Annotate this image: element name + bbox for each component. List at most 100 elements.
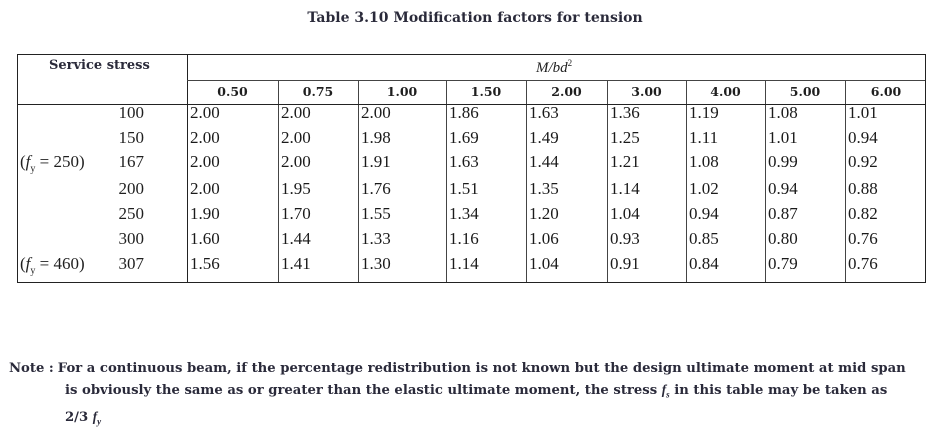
table-cell: 1.02 <box>689 179 719 198</box>
table-cell: 1.08 <box>768 103 798 122</box>
table-cell: 0.88 <box>848 179 878 198</box>
column-divider <box>765 80 766 282</box>
table-cell: 1.69 <box>449 128 479 147</box>
service-stress-value: 150 <box>118 128 145 147</box>
yield-strength-label: (fy = 250) <box>20 152 85 175</box>
table-cell: 1.25 <box>610 128 640 147</box>
table-cell: 1.70 <box>281 204 311 223</box>
table-cell: 0.76 <box>848 254 878 273</box>
table-cell: 1.01 <box>768 128 798 147</box>
modification-factors-table: Service stress M/bd2 0.50 0.75 1.00 1.50 2.0… <box>17 54 926 283</box>
note-label: Note : <box>9 361 54 376</box>
table-cell: 1.04 <box>610 204 640 223</box>
table-cell: 2.00 <box>361 103 391 122</box>
table-cell: 1.35 <box>529 179 559 198</box>
table-cell: 1.56 <box>190 254 220 273</box>
table-cell: 1.01 <box>848 103 878 122</box>
table-cell: 1.11 <box>689 128 719 147</box>
table-cell: 1.36 <box>610 103 640 122</box>
table-cell: 1.44 <box>281 229 311 248</box>
service-stress-header: Service stress <box>49 58 150 73</box>
table-cell: 0.85 <box>689 229 719 248</box>
table-cell: 0.87 <box>768 204 798 223</box>
table-cell: 1.76 <box>361 179 391 198</box>
table-cell: 1.44 <box>529 152 559 171</box>
column-divider <box>278 80 279 282</box>
note-line-3: 2/3 fy <box>65 408 102 427</box>
column-divider <box>845 80 846 282</box>
table-caption: Table 3.10 Modification factors for tens… <box>307 10 643 26</box>
service-stress-value: 100 <box>118 103 145 122</box>
table-cell: 1.91 <box>361 152 391 171</box>
column-header: 1.50 <box>470 84 502 99</box>
table-cell: 1.95 <box>281 179 311 198</box>
note-line-1: For a continuous beam, if the percentage… <box>57 361 906 376</box>
table-cell: 1.90 <box>190 204 220 223</box>
table-cell: 2.00 <box>281 103 311 122</box>
table-cell: 1.63 <box>449 152 479 171</box>
table-cell: 0.79 <box>768 254 798 273</box>
table-cell: 1.41 <box>281 254 311 273</box>
table-cell: 1.60 <box>190 229 220 248</box>
table-note: Note : For a continuous beam, if the perc… <box>9 358 939 432</box>
table-cell: 1.14 <box>449 254 479 273</box>
table-cell: 0.84 <box>689 254 719 273</box>
table-cell: 0.94 <box>848 128 878 147</box>
table-cell: 2.00 <box>281 152 311 171</box>
table-cell: 0.80 <box>768 229 798 248</box>
column-divider <box>686 80 687 282</box>
column-header: 5.00 <box>789 84 821 99</box>
table-cell: 1.30 <box>361 254 391 273</box>
table-cell: 1.08 <box>689 152 719 171</box>
column-header: 2.00 <box>551 84 582 99</box>
table-cell: 1.51 <box>449 179 479 198</box>
column-header: 1.00 <box>386 84 418 99</box>
column-header: 6.00 <box>870 84 902 99</box>
table-cell: 0.76 <box>848 229 878 248</box>
table-cell: 1.16 <box>449 229 479 248</box>
table-cell: 1.55 <box>361 204 391 223</box>
table-cell: 1.34 <box>449 204 479 223</box>
table-cell: 1.63 <box>529 103 559 122</box>
service-stress-value: 307 <box>118 254 145 273</box>
table-cell: 1.06 <box>529 229 559 248</box>
header-column-divider <box>187 55 188 282</box>
table-cell: 0.93 <box>610 229 640 248</box>
service-stress-value: 250 <box>118 204 145 223</box>
table-cell: 0.99 <box>768 152 798 171</box>
table-cell: 2.00 <box>281 128 311 147</box>
yield-strength-label: (fy = 460) <box>20 254 85 277</box>
ratio-header-rule <box>187 80 925 81</box>
table-cell: 0.94 <box>768 179 798 198</box>
column-divider <box>446 80 447 282</box>
header-bottom-rule <box>18 104 925 105</box>
column-divider <box>526 80 527 282</box>
column-divider <box>358 80 359 282</box>
table-cell: 1.86 <box>449 103 479 122</box>
column-header: 3.00 <box>631 84 662 99</box>
service-stress-value: 167 <box>118 152 145 171</box>
table-cell: 1.98 <box>361 128 391 147</box>
table-cell: 1.14 <box>610 179 640 198</box>
ratio-header: M/bd2 <box>536 58 573 76</box>
table-cell: 0.82 <box>848 204 878 223</box>
table-cell: 1.49 <box>529 128 559 147</box>
table-cell: 2.00 <box>190 103 220 122</box>
table-cell: 1.04 <box>529 254 559 273</box>
table-cell: 0.91 <box>610 254 640 273</box>
service-stress-value: 200 <box>118 179 145 198</box>
table-cell: 1.21 <box>610 152 640 171</box>
table-cell: 1.20 <box>529 204 559 223</box>
column-header: 0.75 <box>302 84 334 99</box>
table-cell: 0.94 <box>689 204 719 223</box>
table-cell: 0.92 <box>848 152 878 171</box>
service-stress-value: 300 <box>118 229 145 248</box>
table-cell: 2.00 <box>190 179 220 198</box>
table-cell: 2.00 <box>190 128 220 147</box>
column-divider <box>607 80 608 282</box>
table-cell: 2.00 <box>190 152 220 171</box>
table-cell: 1.19 <box>689 103 719 122</box>
column-header: 0.50 <box>217 84 248 99</box>
note-line-2: is obviously the same as or greater than… <box>65 382 888 400</box>
table-cell: 1.33 <box>361 229 391 248</box>
